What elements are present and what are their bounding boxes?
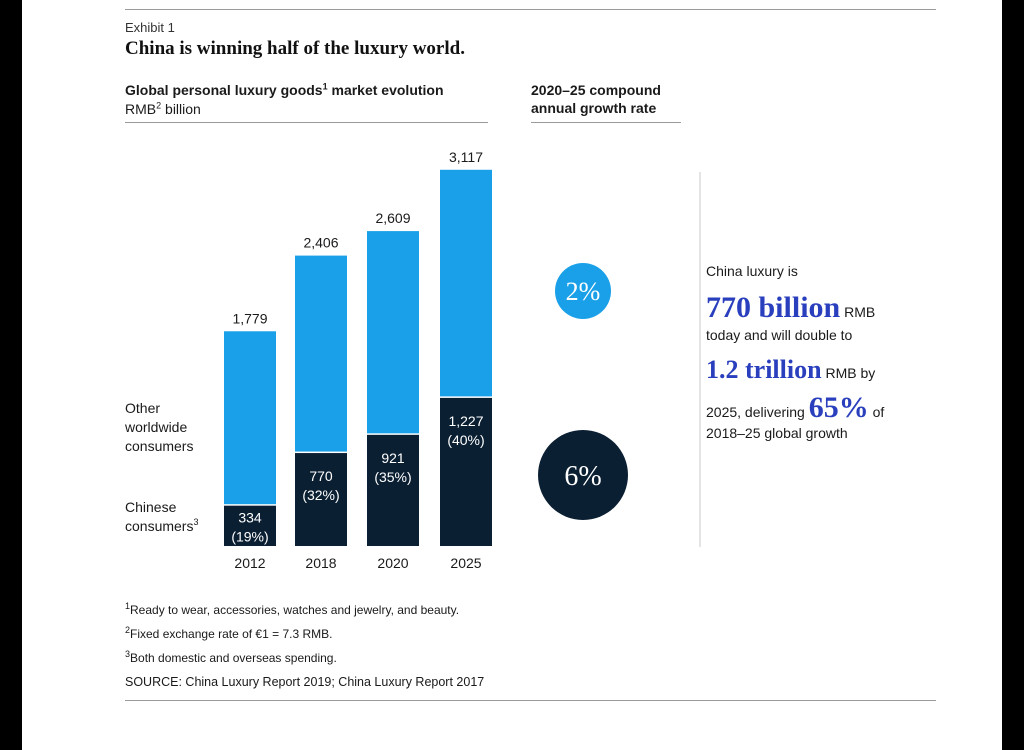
chart-unit: RMB2 billion [125, 101, 201, 117]
exhibit-label: Exhibit 1 [125, 20, 175, 35]
total-label-2018: 2,406 [303, 235, 338, 251]
unit-text: RMB [125, 101, 157, 117]
legend-chinese-line2-text: consumers [125, 518, 193, 534]
legend-other-line3: consumers [125, 438, 193, 454]
bar-other-2018 [295, 255, 347, 452]
top-rule [125, 9, 936, 10]
x-tick-2020: 2020 [377, 555, 408, 571]
chinese-value-label-2025: 1,227 [448, 413, 483, 429]
bar-chinese-2020 [367, 434, 419, 546]
unit-footnote-mark: 2 [156, 100, 162, 111]
chart-title-footnote-mark: 1 [322, 81, 328, 92]
summary-line6: 2018–25 global growth [706, 425, 848, 441]
cagr-label-chinese: 6% [564, 461, 601, 492]
summary-rmb-2: RMB by [821, 365, 876, 381]
bar-other-2020 [367, 231, 419, 434]
bar-chinese-2018 [295, 453, 347, 546]
total-label-2020: 2,609 [375, 210, 410, 226]
cagr-layer: 2% 6% [538, 263, 628, 520]
cagr-label-other: 2% [566, 277, 601, 306]
chinese-share-label-2012: (19%) [231, 529, 268, 545]
total-label-2025: 3,117 [449, 149, 483, 165]
x-tick-2012: 2012 [234, 555, 265, 571]
footnote-3: 3Both domestic and overseas spending. [125, 649, 337, 666]
cagr-title-line1: 2020–25 compound [531, 82, 661, 98]
footnote-1-mark: 1 [125, 601, 131, 611]
bar-other-2012 [224, 331, 276, 505]
footnote-2: 2Fixed exchange rate of €1 = 7.3 RMB. [125, 625, 333, 642]
bar-other-2025 [440, 169, 492, 397]
summary-line5: 2025, delivering 65% of [706, 391, 946, 425]
x-tick-2025: 2025 [450, 555, 481, 571]
chart-title-rule [125, 122, 488, 123]
footnote-3-mark: 3 [125, 649, 131, 659]
legend-other-line1: Other [125, 400, 160, 416]
summary-line2: 770 billion RMB [706, 291, 946, 325]
legend-other-line2: worldwide [124, 419, 187, 435]
chinese-share-label-2020: (35%) [374, 469, 411, 485]
bar-chinese-2025 [440, 397, 492, 546]
chinese-value-label-2012: 334 [238, 510, 262, 526]
summary-rmb-1: RMB [840, 304, 876, 320]
labels-layer: 1,779 334 (19%) 2012 2,406 770 (32%) 2018 2,609 9… [231, 149, 484, 571]
chart-title-rest: market evolution [327, 82, 444, 98]
bottom-rule [125, 700, 936, 701]
footnote-1-text: Ready to wear, accessories, watches and … [130, 603, 460, 617]
chart-title: Global personal luxury goods1 market evo… [125, 82, 444, 98]
legend-chinese-line1: Chinese [125, 499, 177, 515]
cagr-title-line2: annual growth rate [531, 100, 657, 116]
bar-chinese-2012 [224, 505, 276, 546]
china-luxury-summary: China luxury is 770 billion RMB today an… [706, 263, 946, 445]
summary-line1: China luxury is [706, 263, 798, 279]
summary-line3: today and will double to [706, 327, 853, 343]
footnote-2-mark: 2 [125, 625, 131, 635]
footnote-2-text: Fixed exchange rate of €1 = 7.3 RMB. [130, 627, 333, 641]
summary-delivering: 2025, delivering [706, 404, 809, 420]
total-label-2012: 1,779 [232, 310, 267, 326]
cagr-title-rule [531, 122, 681, 123]
page-title: China is winning half of the luxury worl… [125, 38, 465, 59]
x-tick-2018: 2018 [305, 555, 336, 571]
chinese-value-label-2020: 921 [381, 450, 405, 466]
summary-big-1-2-trillion: 1.2 trillion [706, 355, 822, 384]
unit-rest: billion [161, 101, 201, 117]
cagr-circle-chinese [538, 430, 628, 520]
chart-title-text: Global personal luxury goods [125, 82, 323, 98]
legend-chinese-line2: consumers3 [125, 517, 198, 534]
chinese-share-label-2018: (32%) [302, 487, 339, 503]
bars-layer [224, 169, 492, 546]
summary-big-65: 65% [808, 391, 869, 424]
cagr-circle-other [555, 263, 611, 319]
footnote-1: 1Ready to wear, accessories, watches and… [125, 601, 460, 618]
source-note: SOURCE: China Luxury Report 2019; China … [125, 675, 485, 689]
exhibit-page: Exhibit 1 China is winning half of the l… [22, 0, 1002, 750]
summary-big-770: 770 billion [706, 291, 841, 324]
stacked-bar-chart: 1,779 334 (19%) 2012 2,406 770 (32%) 2018 2,609 9… [124, 149, 701, 571]
summary-of: of [868, 404, 885, 420]
footnote-3-text: Both domestic and overseas spending. [130, 651, 337, 665]
chinese-value-label-2018: 770 [309, 468, 333, 484]
cagr-title: 2020–25 compound annual growth rate [531, 81, 701, 117]
legend-chinese-footnote-mark: 3 [193, 517, 198, 527]
chinese-share-label-2025: (40%) [447, 432, 484, 448]
summary-line4: 1.2 trillion RMB by [706, 355, 946, 389]
